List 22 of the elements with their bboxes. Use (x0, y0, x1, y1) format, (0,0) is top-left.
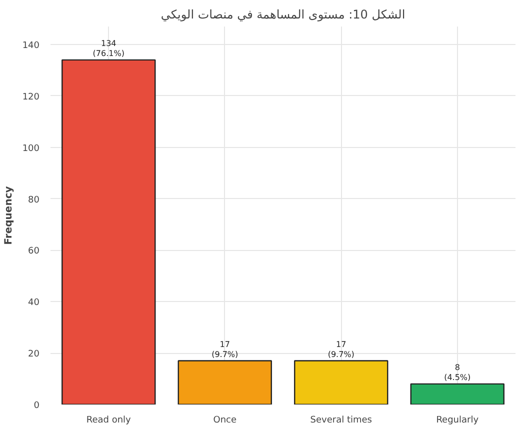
x-tick-label: Once (213, 416, 237, 426)
data-label: 8 (4.5%) (444, 363, 471, 382)
data-label: 17 (9.7%) (212, 340, 238, 359)
x-tick-label: Regularly (436, 416, 480, 426)
chart-title: الشكل 10: مستوى المساهمة في منصات الويكي (160, 8, 406, 22)
data-label: 134 (76.1%) (92, 39, 124, 58)
y-tick-label: 100 (22, 144, 40, 154)
y-tick-label: 140 (22, 41, 40, 51)
x-tick-label: Several times (310, 416, 372, 426)
bar (410, 383, 504, 404)
y-tick-label: 20 (28, 350, 40, 360)
y-tick-label: 80 (28, 195, 40, 206)
data-label: 17 (9.7%) (328, 340, 354, 359)
y-tick-label: 120 (22, 92, 40, 102)
y-tick-label: 40 (28, 298, 40, 308)
bar (294, 360, 388, 404)
y-axis-title: Frequency (3, 186, 14, 245)
bar (178, 360, 272, 404)
y-tick-label: 60 (28, 246, 40, 257)
bar (62, 59, 156, 404)
y-tick-label: 0 (34, 401, 40, 411)
x-tick-label: Read only (86, 416, 132, 426)
